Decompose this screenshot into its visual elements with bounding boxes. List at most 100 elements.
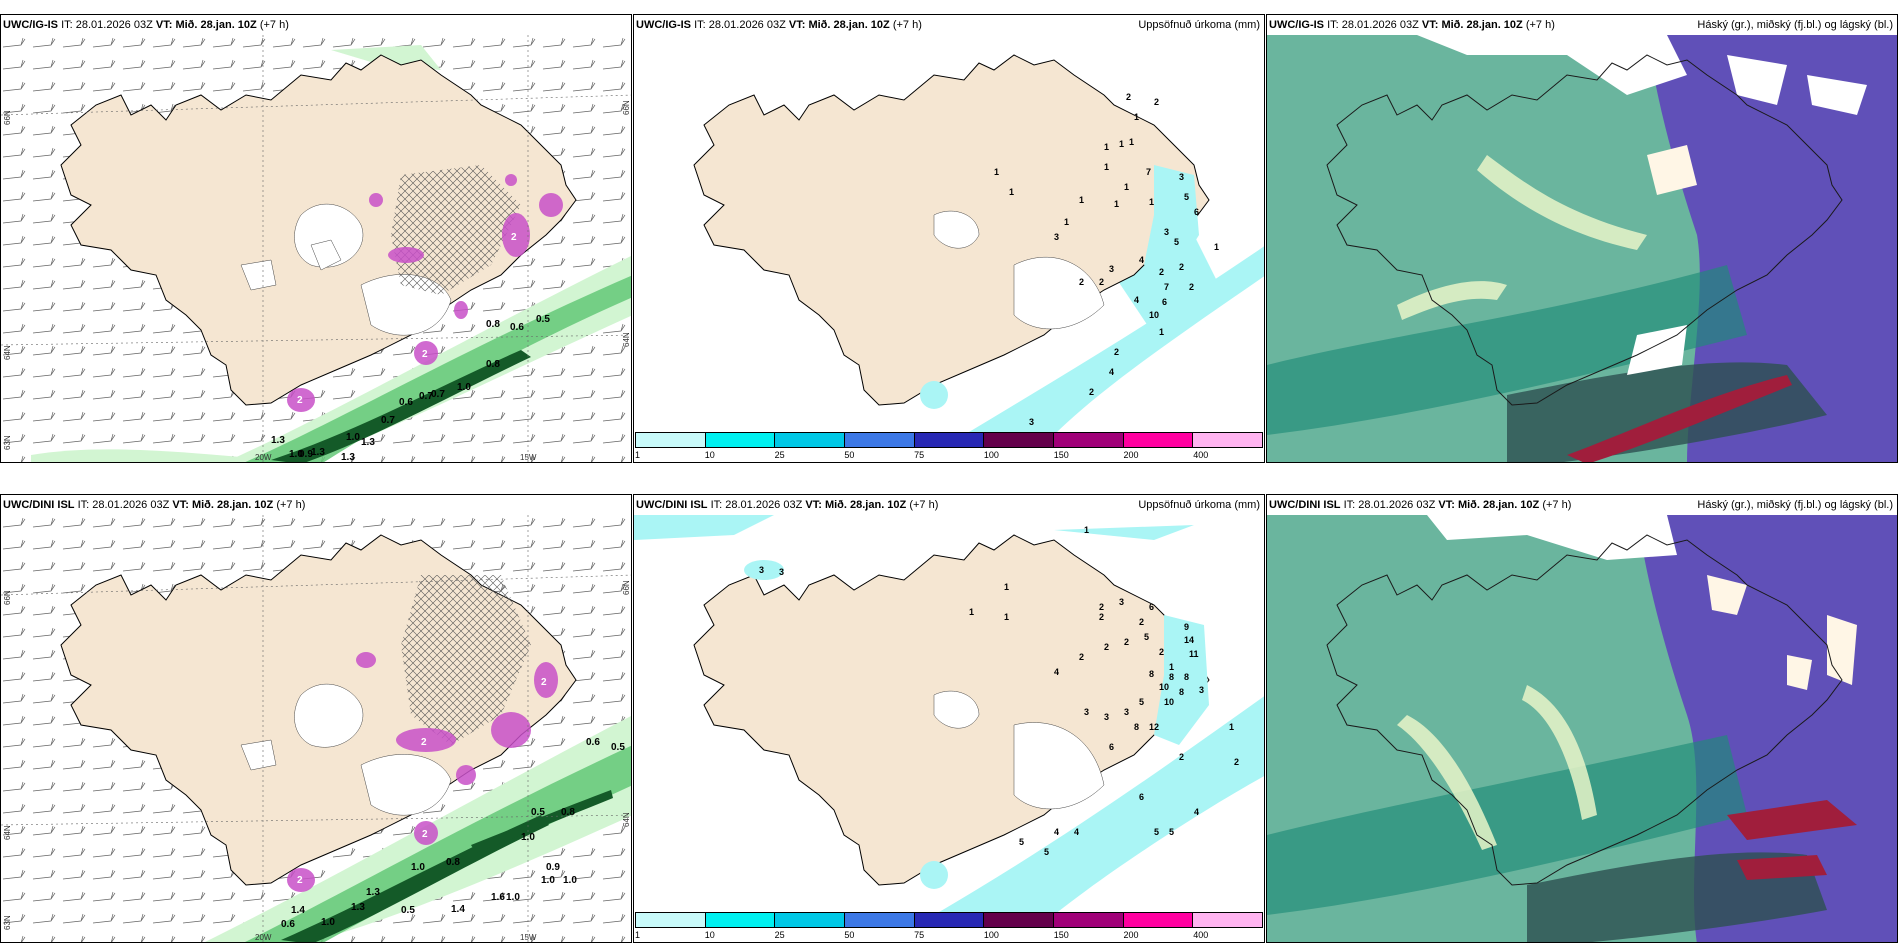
precip-label: 8 bbox=[1184, 672, 1189, 682]
precip-label: 2 bbox=[1126, 92, 1131, 102]
vt-label: VT: bbox=[155, 19, 173, 31]
white-area-2 bbox=[360, 754, 452, 816]
vt-value: Mið. 28.jan. 10Z bbox=[1441, 19, 1523, 31]
white-area bbox=[1013, 722, 1105, 810]
precip-label: 2 bbox=[1099, 612, 1104, 622]
precip-label: 1 bbox=[1229, 722, 1234, 732]
precip-label: 1 bbox=[1009, 187, 1014, 197]
panel-wind-waves-ig-is: UWC/IG-IS IT: 28.01.2026 03Z VT: Mið. 28… bbox=[0, 14, 632, 463]
it-label: IT: bbox=[694, 19, 706, 31]
cb-box bbox=[1193, 433, 1263, 447]
model-name: UWC/DINI ISL bbox=[3, 499, 75, 511]
it-value: 28.01.2026 03Z bbox=[708, 19, 786, 31]
precip-label: 2 bbox=[1104, 642, 1109, 652]
panel-header: UWC/IG-IS IT: 28.01.2026 03Z VT: Mið. 28… bbox=[634, 15, 1264, 35]
wave-label: 1.0 bbox=[321, 917, 335, 928]
wave-label: 0.9 bbox=[299, 449, 313, 460]
cb-box bbox=[636, 433, 706, 447]
cloud-white bbox=[1417, 35, 1687, 95]
cb-label: 400 bbox=[1193, 930, 1209, 940]
cb-box bbox=[1193, 913, 1263, 927]
wave-band-light bbox=[225, 255, 631, 462]
precip-patch bbox=[920, 381, 948, 409]
precip-label: 6 bbox=[1139, 792, 1144, 802]
wave-band-mid bbox=[245, 275, 631, 462]
precip-label: 1 bbox=[1124, 182, 1129, 192]
precip-label: 1 bbox=[1119, 139, 1124, 149]
precip-label: 1 bbox=[1004, 582, 1009, 592]
cb-label: 75 bbox=[914, 930, 925, 940]
cb-label: 25 bbox=[774, 450, 785, 460]
panel-precip-dini: UWC/DINI ISL IT: 28.01.2026 03Z VT: Mið.… bbox=[633, 494, 1265, 943]
vt-label: VT: bbox=[788, 19, 806, 31]
wave-label: 1.3 bbox=[341, 452, 355, 463]
precip-label: 3 bbox=[1084, 707, 1089, 717]
cloud-purple bbox=[1647, 35, 1897, 462]
vt-value: Mið. 28.jan. 10Z bbox=[808, 19, 890, 31]
hatched-area bbox=[391, 165, 521, 295]
precip-label: 7 bbox=[1146, 167, 1151, 177]
panel-header: UWC/IG-IS IT: 28.01.2026 03Z VT: Mið. 28… bbox=[1, 15, 631, 35]
precip-label: 10 bbox=[1159, 682, 1169, 692]
precip-label: 4 bbox=[1054, 667, 1059, 677]
cloud-red bbox=[1727, 800, 1857, 840]
precip-label: 5 bbox=[1174, 237, 1179, 247]
cb-label: 200 bbox=[1123, 930, 1139, 940]
cloud-white bbox=[1427, 515, 1677, 560]
vt-value: Mið. 28.jan. 10Z bbox=[175, 19, 257, 31]
precip-label: 7 bbox=[1164, 282, 1169, 292]
precip-label: 1 bbox=[1004, 612, 1009, 622]
snow-label: 2 bbox=[422, 829, 428, 840]
wave-band-south-west bbox=[31, 449, 241, 462]
lead-time: (+7 h) bbox=[276, 499, 306, 511]
precip-label: 3 bbox=[1054, 232, 1059, 242]
cb-box bbox=[845, 913, 915, 927]
cloud-teal bbox=[1267, 735, 1747, 915]
white-area bbox=[1013, 256, 1105, 330]
cloud-light-band bbox=[1477, 155, 1647, 250]
cb-box bbox=[1054, 913, 1124, 927]
it-value: 28.01.2026 03Z bbox=[1358, 499, 1436, 511]
precip-label: 6 bbox=[1162, 297, 1167, 307]
white-area-1 bbox=[294, 683, 364, 748]
wave-label: 1.0 bbox=[506, 892, 520, 903]
lon-label: 15W bbox=[520, 453, 537, 462]
lon-label: 20W bbox=[255, 933, 272, 942]
cb-box bbox=[775, 913, 846, 927]
precip-label: 3 bbox=[1109, 264, 1114, 274]
panel-header: UWC/DINI ISL IT: 28.01.2026 03Z VT: Mið.… bbox=[1, 495, 631, 515]
wave-label: 1.6 bbox=[491, 892, 505, 903]
cb-label: 75 bbox=[914, 450, 925, 460]
cb-label: 1 bbox=[635, 450, 641, 460]
precip-label: 6 bbox=[1149, 602, 1154, 612]
cloud-white bbox=[1707, 575, 1747, 615]
cb-label: 400 bbox=[1193, 450, 1209, 460]
vt-value: Mið. 28.jan. 10Z bbox=[1457, 499, 1540, 511]
precip-label: 6 bbox=[1109, 742, 1114, 752]
lat-label: 66N bbox=[3, 590, 12, 605]
wave-label: 1.3 bbox=[366, 887, 380, 898]
vt-label: VT: bbox=[1421, 19, 1439, 31]
wave-label: 0.5 bbox=[536, 314, 550, 325]
precip-label: 4 bbox=[1074, 827, 1079, 837]
cb-box bbox=[1054, 433, 1124, 447]
precip-label: 5 bbox=[1169, 827, 1174, 837]
model-name: UWC/IG-IS bbox=[636, 19, 691, 31]
it-value: 28.01.2026 03Z bbox=[725, 499, 803, 511]
panel-wind-waves-dini: UWC/DINI ISL IT: 28.01.2026 03Z VT: Mið.… bbox=[0, 494, 632, 943]
precip-label: 5 bbox=[1019, 837, 1024, 847]
wave-label: 1.0 bbox=[411, 862, 425, 873]
it-label: IT: bbox=[61, 19, 73, 31]
precip-label: 1 bbox=[1079, 195, 1084, 205]
snow-label: 2 bbox=[541, 677, 547, 688]
lat-label: 66N bbox=[3, 110, 12, 125]
lead-time: (+7 h) bbox=[1542, 499, 1572, 511]
wave-label: 1.3 bbox=[351, 902, 365, 913]
it-label: IT: bbox=[1343, 499, 1356, 511]
panel-header: UWC/IG-IS IT: 28.01.2026 03Z VT: Mið. 28… bbox=[1267, 15, 1897, 35]
wave-label: 0.9 bbox=[546, 862, 560, 873]
it-value: 28.01.2026 03Z bbox=[75, 19, 153, 31]
it-label: IT: bbox=[1327, 19, 1339, 31]
cb-box bbox=[914, 913, 985, 927]
cloud-light-band bbox=[1522, 685, 1597, 820]
